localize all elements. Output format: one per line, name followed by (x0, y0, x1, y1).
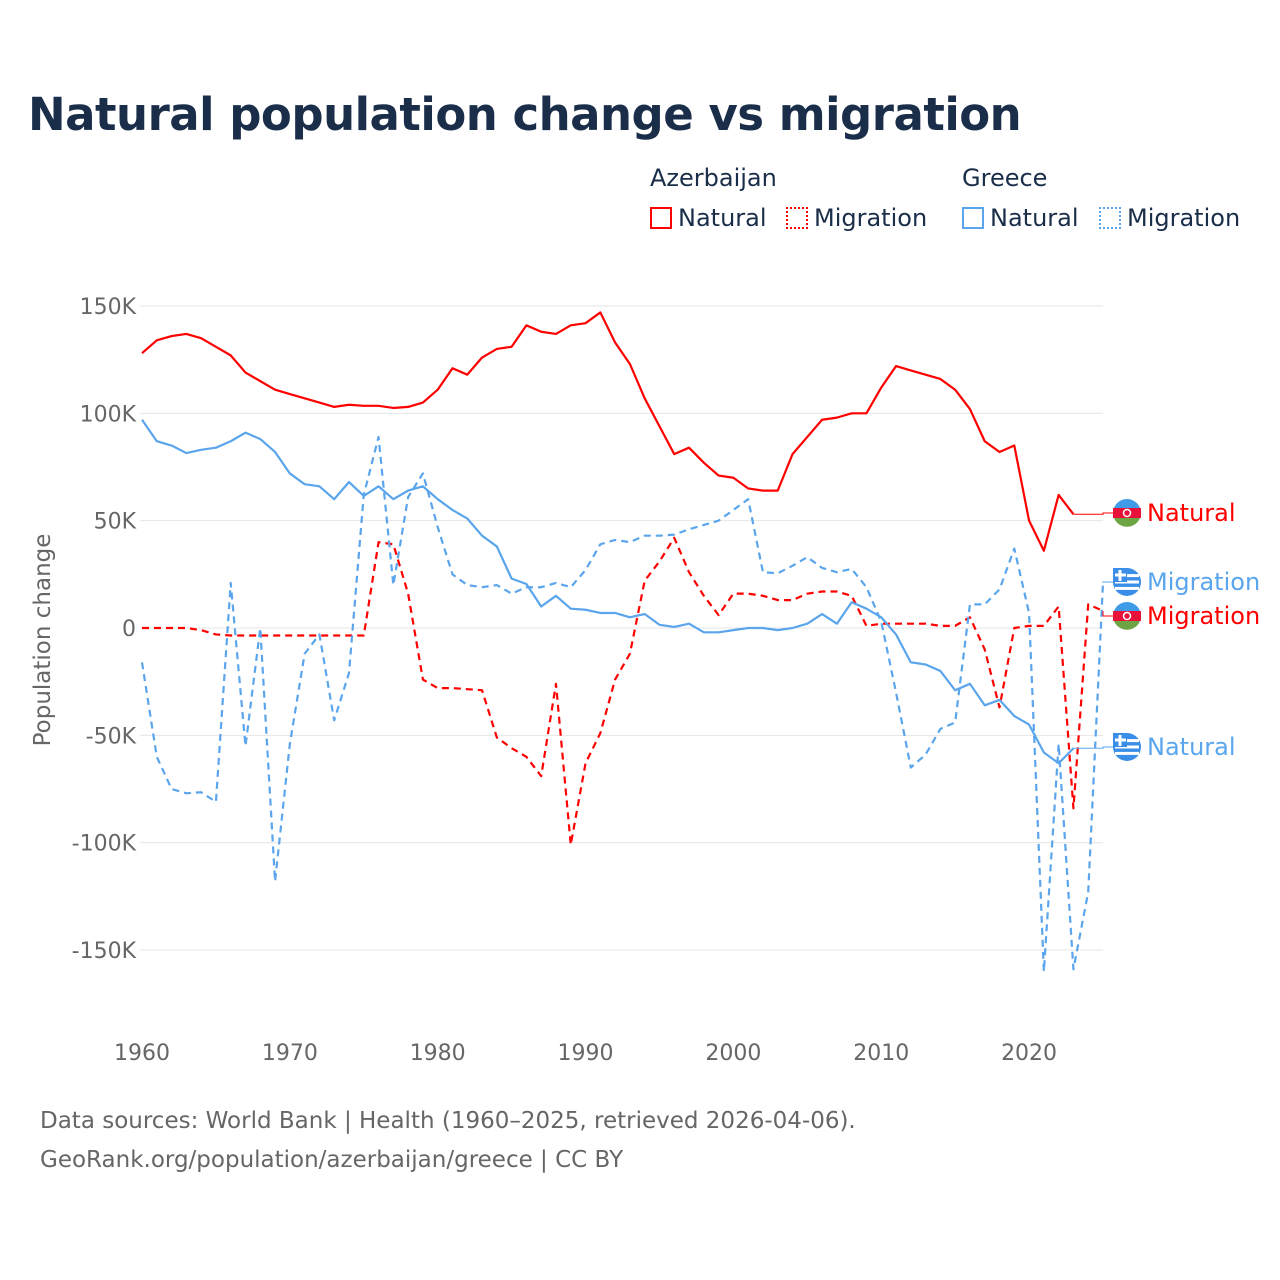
legend-item-azerbaijan-natural[interactable]: Natural (650, 204, 767, 232)
legend-label: Natural (990, 204, 1079, 232)
legend-item-greece-natural[interactable]: Natural (962, 204, 1079, 232)
legend-label: Natural (678, 204, 767, 232)
series-line-greece-migration (140, 435, 1105, 973)
azerbaijan-flag-icon (1113, 508, 1141, 518)
footer-link[interactable]: GeoRank.org/population/azerbaijan/greece… (40, 1147, 624, 1173)
legend-label: Migration (814, 204, 928, 232)
legend-label: Migration (1127, 204, 1241, 232)
legend-swatch-dotted (1099, 207, 1121, 229)
y-tick-label: -150K (72, 939, 137, 964)
legend-item-azerbaijan-migration[interactable]: Migration (786, 204, 927, 232)
series-line-azerbaijan-migration (142, 536, 1104, 846)
end-label: Migration (1147, 568, 1260, 596)
end-label-connector (1073, 512, 1113, 515)
legend-group-azerbaijan: Azerbaijan (650, 164, 777, 192)
greece-flag-icon (1115, 738, 1126, 742)
series-line-greece-natural (141, 419, 1075, 765)
x-tick-label: 1990 (558, 1041, 614, 1066)
end-label-connector (1102, 581, 1113, 583)
x-tick-label: 1960 (114, 1041, 170, 1066)
greece-flag-icon (1115, 586, 1139, 590)
end-label: Natural (1147, 733, 1236, 761)
y-tick-label: 100K (80, 402, 137, 427)
footer-sources: Data sources: World Bank | Health (1960–… (40, 1108, 856, 1134)
y-tick-label: 150K (80, 295, 137, 320)
legend-group-greece: Greece (962, 164, 1048, 192)
y-tick-label: -50K (86, 724, 137, 749)
y-tick-label: 50K (94, 510, 137, 535)
legend-item-greece-migration[interactable]: Migration (1099, 204, 1240, 232)
y-axis-label: Population change (30, 534, 56, 747)
legend-swatch-solid (962, 207, 984, 229)
azerbaijan-flag-icon (1122, 508, 1132, 518)
greece-flag-icon (1115, 573, 1126, 577)
greece-flag-icon (1115, 751, 1139, 755)
series-line-azerbaijan-natural (141, 311, 1075, 552)
end-label: Natural (1147, 499, 1236, 527)
end-label: Migration (1147, 602, 1260, 630)
x-tick-label: 1970 (262, 1041, 318, 1066)
end-label-connector (1102, 610, 1113, 617)
x-tick-label: 1980 (410, 1041, 466, 1066)
azerbaijan-flag-icon (1113, 611, 1141, 621)
chart-title: Natural population change vs migration (28, 88, 1022, 141)
x-tick-label: 2020 (1001, 1041, 1057, 1066)
legend-swatch-solid (650, 207, 672, 229)
end-label-connector (1073, 746, 1113, 749)
legend-swatch-dotted (786, 207, 808, 229)
azerbaijan-flag-icon (1122, 611, 1132, 621)
x-tick-label: 2010 (853, 1041, 909, 1066)
y-tick-label: -100K (72, 832, 137, 857)
azerbaijan-flag-icon (1114, 621, 1140, 630)
x-tick-label: 2000 (705, 1041, 761, 1066)
azerbaijan-flag-icon (1114, 518, 1140, 527)
y-tick-label: 0 (122, 617, 136, 642)
